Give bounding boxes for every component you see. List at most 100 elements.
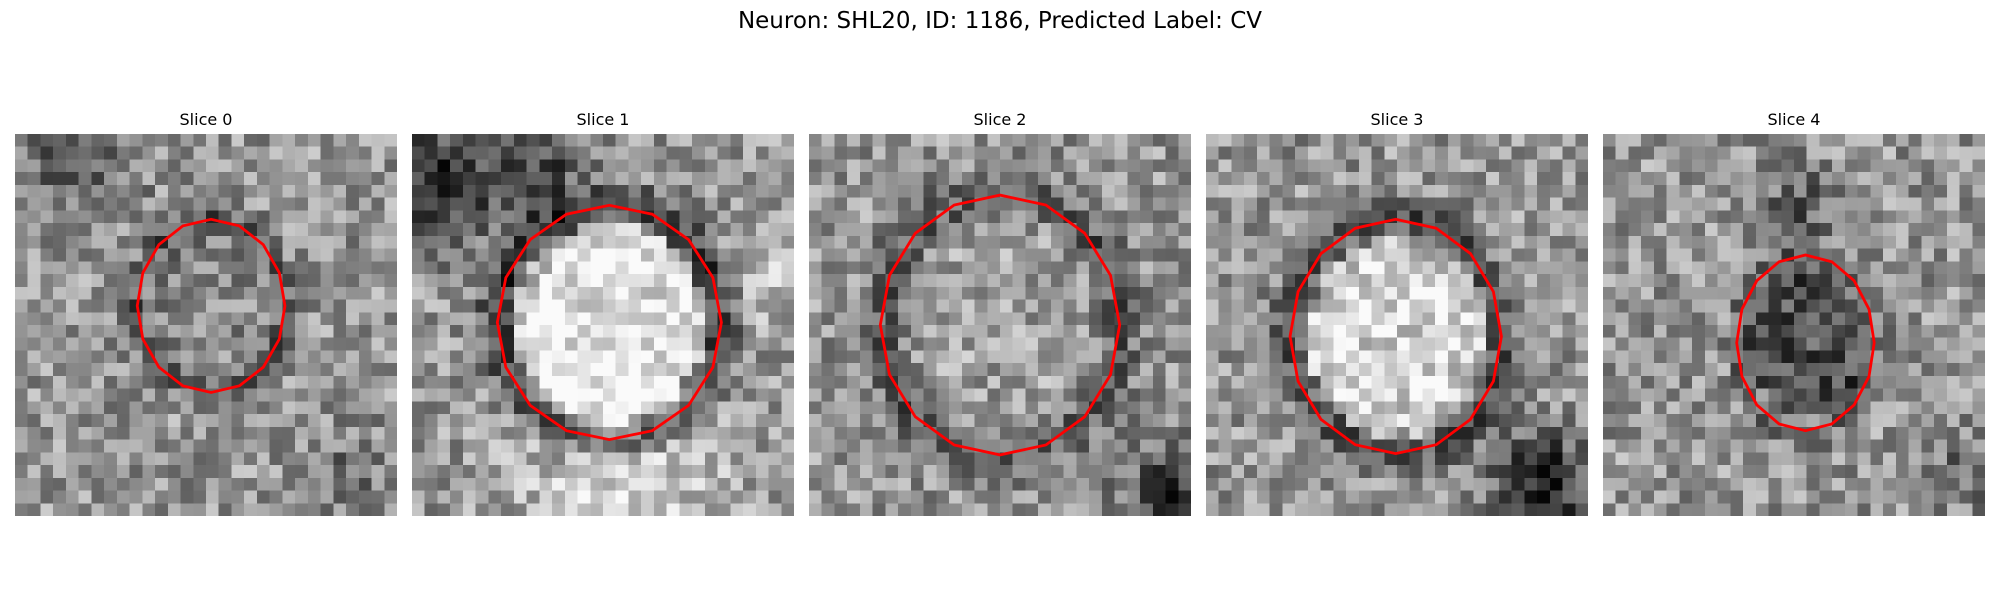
- pixel: [1704, 184, 1718, 198]
- pixel: [1282, 375, 1296, 389]
- pixel: [1806, 452, 1820, 466]
- pixel: [1435, 235, 1449, 249]
- pixel: [1346, 452, 1360, 466]
- pixel: [1127, 439, 1141, 453]
- pixel: [1231, 223, 1245, 237]
- pixel: [462, 465, 476, 479]
- pixel: [1152, 439, 1166, 453]
- pixel: [1972, 210, 1985, 224]
- pixel: [282, 248, 296, 262]
- pixel: [974, 210, 988, 224]
- pixel: [1666, 325, 1680, 338]
- pixel: [129, 172, 143, 186]
- pixel: [1768, 388, 1782, 402]
- pixel: [885, 286, 899, 300]
- pixel: [1883, 363, 1897, 377]
- pixel: [488, 350, 502, 364]
- pixel: [450, 197, 464, 211]
- pixel: [704, 337, 718, 351]
- pixel: [987, 235, 1001, 249]
- pixel: [641, 235, 655, 249]
- pixel: [692, 261, 706, 275]
- pixel: [412, 477, 425, 491]
- pixel: [1832, 159, 1846, 173]
- pixel: [462, 325, 476, 338]
- pixel: [1256, 223, 1270, 237]
- pixel: [53, 210, 67, 224]
- pixel: [1320, 146, 1334, 160]
- pixel: [1231, 172, 1245, 186]
- pixel: [692, 426, 706, 440]
- pixel: [1244, 134, 1258, 147]
- pixel: [898, 452, 912, 466]
- pixel: [1320, 414, 1334, 428]
- pixel: [755, 210, 769, 224]
- pixel: [1959, 465, 1973, 479]
- pixel: [1114, 235, 1128, 249]
- pixel: [1127, 172, 1141, 186]
- pixel: [475, 235, 489, 249]
- pixel: [1806, 477, 1820, 491]
- pixel: [475, 325, 489, 338]
- pixel: [1307, 452, 1321, 466]
- pixel: [603, 134, 616, 147]
- pixel: [462, 299, 476, 313]
- pixel: [552, 375, 566, 389]
- pixel: [1422, 477, 1436, 491]
- pixel: [847, 375, 861, 389]
- pixel: [1140, 286, 1154, 300]
- pixel: [78, 197, 92, 211]
- pixel: [269, 286, 283, 300]
- pixel: [116, 337, 130, 351]
- pixel: [1819, 439, 1833, 453]
- pixel: [1486, 490, 1500, 504]
- pixel: [1641, 299, 1655, 313]
- pixel: [1076, 414, 1090, 428]
- pixel: [949, 452, 963, 466]
- pixel: [244, 248, 258, 262]
- pixel: [333, 465, 347, 479]
- pixel: [1603, 337, 1616, 351]
- pixel: [513, 274, 527, 288]
- pixel: [1397, 274, 1410, 288]
- pixel: [1244, 503, 1258, 516]
- pixel: [475, 477, 489, 491]
- pixel: [1486, 235, 1500, 249]
- pixel: [1333, 235, 1347, 249]
- pixel: [65, 426, 79, 440]
- pixel: [1524, 274, 1538, 288]
- pixel: [526, 414, 540, 428]
- pixel: [1127, 325, 1141, 338]
- pixel: [1666, 210, 1680, 224]
- pixel: [781, 465, 794, 479]
- pixel: [1870, 274, 1884, 288]
- pixel: [1844, 248, 1858, 262]
- pixel: [488, 134, 502, 147]
- pixel: [307, 172, 321, 186]
- pixel: [1934, 350, 1948, 364]
- pixel: [1755, 210, 1769, 224]
- pixel: [1295, 350, 1309, 364]
- pixel: [1653, 465, 1667, 479]
- pixel: [1076, 503, 1090, 516]
- pixel: [755, 490, 769, 504]
- pixel: [116, 439, 130, 453]
- pixel: [1358, 184, 1372, 198]
- pixel: [1603, 134, 1616, 147]
- pixel: [1473, 337, 1487, 351]
- pixel: [526, 184, 540, 198]
- pixel: [1371, 248, 1385, 262]
- pixel: [1819, 159, 1833, 173]
- pixel: [885, 210, 899, 224]
- pixel: [1549, 325, 1563, 338]
- pixel: [692, 146, 706, 160]
- pixel: [424, 261, 438, 275]
- pixel: [1883, 388, 1897, 402]
- pixel: [1295, 312, 1309, 326]
- pixel: [1460, 337, 1474, 351]
- pixel: [1422, 172, 1436, 186]
- pixel: [295, 490, 309, 504]
- pixel: [424, 388, 438, 402]
- pixel: [1076, 184, 1090, 198]
- pixel: [1562, 134, 1576, 147]
